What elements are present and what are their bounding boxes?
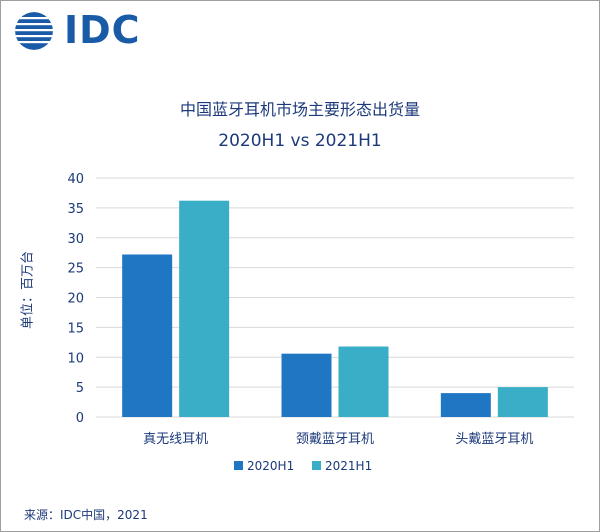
- bar-2021H1: [497, 387, 548, 417]
- y-tick-label: 0: [76, 411, 84, 426]
- legend-swatch-2020H1: [234, 461, 243, 470]
- x-tick-label: 头戴蓝牙耳机: [455, 432, 533, 447]
- y-tick-label: 10: [67, 351, 84, 366]
- bar-2021H1: [338, 346, 389, 417]
- idc-logo-text: IDC: [64, 8, 141, 52]
- x-tick-label: 颈戴蓝牙耳机: [296, 432, 374, 447]
- chart-subtitle: 2020H1 vs 2021H1: [218, 131, 382, 151]
- legend-swatch-2021H1: [312, 461, 321, 470]
- y-tick-label: 40: [67, 172, 84, 187]
- y-tick-label: 30: [67, 232, 84, 247]
- y-tick-label: 15: [67, 321, 84, 336]
- bar-2020H1: [440, 393, 491, 417]
- x-tick-label: 真无线耳机: [143, 432, 208, 447]
- legend-label: 2021H1: [325, 459, 372, 473]
- legend-label: 2020H1: [247, 459, 294, 473]
- source-note: 来源：IDC中国，2021: [24, 508, 148, 522]
- chart-title: 中国蓝牙耳机市场主要形态出货量: [179, 100, 420, 119]
- y-tick-label: 5: [76, 381, 84, 396]
- y-tick-label: 25: [67, 262, 84, 277]
- bar-2021H1: [179, 200, 230, 417]
- y-tick-label: 20: [67, 292, 84, 307]
- bar-2020H1: [122, 254, 173, 417]
- y-tick-label: 35: [67, 202, 84, 217]
- idc-globe-logo: [15, 12, 53, 50]
- bar-2020H1: [281, 353, 332, 417]
